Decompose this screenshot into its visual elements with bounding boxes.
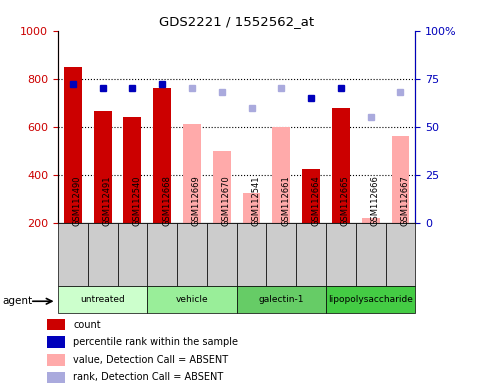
Bar xyxy=(147,286,237,313)
Bar xyxy=(124,117,142,223)
Bar xyxy=(153,88,171,223)
Bar xyxy=(207,223,237,286)
Bar xyxy=(47,336,65,348)
Bar xyxy=(213,151,231,223)
Bar xyxy=(58,223,88,286)
Text: GSM112540: GSM112540 xyxy=(132,175,142,226)
Text: GSM112670: GSM112670 xyxy=(222,175,231,226)
Text: GSM112665: GSM112665 xyxy=(341,175,350,226)
Text: lipopolysaccharide: lipopolysaccharide xyxy=(328,295,413,304)
Bar xyxy=(326,286,415,313)
Text: GSM112664: GSM112664 xyxy=(311,175,320,226)
Text: percentile rank within the sample: percentile rank within the sample xyxy=(73,337,239,347)
Bar xyxy=(237,286,326,313)
Bar xyxy=(47,372,65,383)
Bar xyxy=(177,223,207,286)
Text: GSM112666: GSM112666 xyxy=(371,175,380,226)
Bar xyxy=(183,124,201,223)
Text: galectin-1: galectin-1 xyxy=(258,295,304,304)
Bar xyxy=(392,136,410,223)
Bar xyxy=(94,111,112,223)
Bar xyxy=(356,223,385,286)
Bar xyxy=(64,67,82,223)
Text: GSM112491: GSM112491 xyxy=(103,175,112,226)
Text: GSM112667: GSM112667 xyxy=(400,175,410,226)
Bar xyxy=(302,169,320,223)
Bar xyxy=(47,354,65,366)
Bar xyxy=(58,286,147,313)
Text: agent: agent xyxy=(2,296,32,306)
Bar xyxy=(267,223,296,286)
Bar xyxy=(326,223,356,286)
Bar xyxy=(296,223,326,286)
Bar xyxy=(117,223,147,286)
Text: GSM112541: GSM112541 xyxy=(252,175,260,226)
Bar xyxy=(362,218,380,223)
Bar xyxy=(88,223,117,286)
Text: untreated: untreated xyxy=(80,295,125,304)
Bar xyxy=(385,223,415,286)
Bar xyxy=(242,193,260,223)
Text: value, Detection Call = ABSENT: value, Detection Call = ABSENT xyxy=(73,355,228,365)
Text: GSM112669: GSM112669 xyxy=(192,175,201,226)
Text: GSM112490: GSM112490 xyxy=(73,175,82,226)
Text: rank, Detection Call = ABSENT: rank, Detection Call = ABSENT xyxy=(73,372,224,382)
Bar xyxy=(47,319,65,331)
Text: GSM112668: GSM112668 xyxy=(162,175,171,226)
Bar xyxy=(147,223,177,286)
Title: GDS2221 / 1552562_at: GDS2221 / 1552562_at xyxy=(159,15,314,28)
Text: count: count xyxy=(73,319,101,329)
Text: GSM112661: GSM112661 xyxy=(282,175,290,226)
Text: vehicle: vehicle xyxy=(176,295,208,304)
Bar xyxy=(272,127,290,223)
Bar xyxy=(237,223,267,286)
Bar xyxy=(332,108,350,223)
